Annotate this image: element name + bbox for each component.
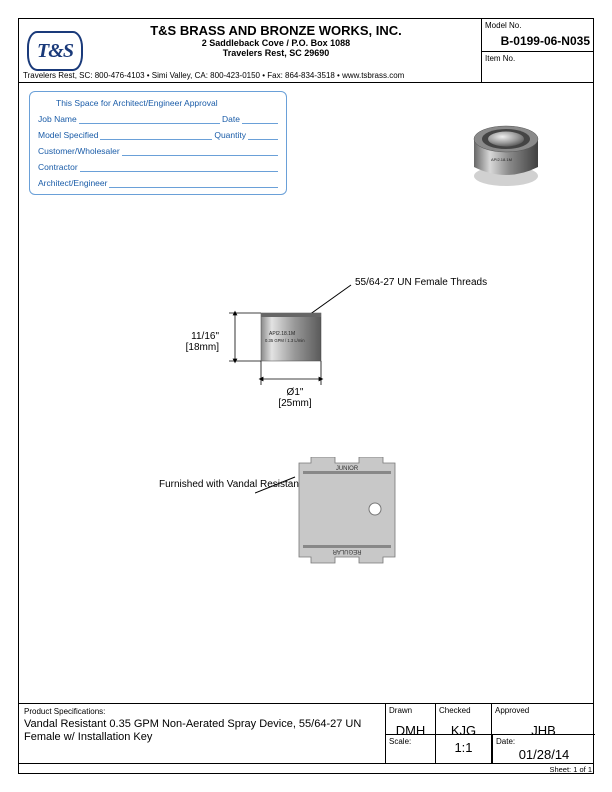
approval-row: Contractor xyxy=(38,162,278,172)
date-value: 01/28/14 xyxy=(493,747,595,762)
address-line-1: 2 Saddleback Cove / P.O. Box 1088 xyxy=(91,38,461,48)
approval-row: Customer/Wholesaler xyxy=(38,146,278,156)
part-side-view: API2.18.1M 0.35 GPM / 1.3 L/min xyxy=(219,303,369,413)
checked-cell: Checked KJG 1:1 xyxy=(435,704,491,764)
checked-label: Checked xyxy=(436,704,491,718)
field-line xyxy=(100,131,212,140)
approval-row: Job Name Date xyxy=(38,114,278,124)
job-name-label: Job Name xyxy=(38,114,77,124)
spec-label: Product Specifications: xyxy=(24,707,380,716)
title-block: T&S BRASS AND BRONZE WORKS, INC. 2 Saddl… xyxy=(91,23,461,59)
field-line xyxy=(248,131,278,140)
key-illustration: Furnished with Vandal Resistant Key JUNI… xyxy=(159,457,439,577)
model-no-value: B-0199-06-N035 xyxy=(482,34,590,48)
model-specified-label: Model Specified xyxy=(38,130,98,140)
architect-label: Architect/Engineer xyxy=(38,178,107,188)
model-box: Model No. B-0199-06-N035 Item No. xyxy=(481,19,593,83)
quantity-label: Quantity xyxy=(214,130,246,140)
key-svg: JUNIOR REGULAR xyxy=(255,457,425,577)
field-line xyxy=(79,115,220,124)
logo: T&S xyxy=(27,31,83,71)
product-photo: API2.18.1M xyxy=(461,111,551,191)
svg-text:JUNIOR: JUNIOR xyxy=(336,466,359,472)
header: T&S T&S BRASS AND BRONZE WORKS, INC. 2 S… xyxy=(19,19,593,83)
scale-label: Scale: xyxy=(386,735,435,749)
customer-label: Customer/Wholesaler xyxy=(38,146,120,156)
height-dimension: 11/16" [18mm] xyxy=(169,331,219,353)
approval-row: Architect/Engineer xyxy=(38,178,278,188)
sheet-text: Sheet: 1 of 1 xyxy=(549,765,592,774)
contact-line: Travelers Rest, SC: 800-476-4103 • Simi … xyxy=(23,71,479,80)
part-marking: API2.18.1M xyxy=(491,157,512,162)
sheet-row: Sheet: 1 of 1 xyxy=(19,763,593,773)
scale-value: 1:1 xyxy=(436,735,491,755)
contractor-label: Contractor xyxy=(38,162,78,172)
company-name: T&S BRASS AND BRONZE WORKS, INC. xyxy=(91,23,461,38)
approved-label: Approved xyxy=(492,704,595,718)
thread-callout: 55/64-27 UN Female Threads xyxy=(355,277,445,289)
approval-title: This Space for Architect/Engineer Approv… xyxy=(56,98,278,108)
svg-text:0.35 GPM / 1.3 L/min: 0.35 GPM / 1.3 L/min xyxy=(265,338,305,343)
model-no-label: Model No. xyxy=(485,21,521,30)
field-line xyxy=(122,147,278,156)
field-line xyxy=(80,163,278,172)
approval-box: This Space for Architect/Engineer Approv… xyxy=(29,91,287,195)
approval-row: Model Specified Quantity xyxy=(38,130,278,140)
date-label: Date xyxy=(222,114,240,124)
address-line-2: Travelers Rest, SC 29690 xyxy=(91,48,461,58)
field-line xyxy=(109,179,278,188)
page-frame: T&S T&S BRASS AND BRONZE WORKS, INC. 2 S… xyxy=(18,18,594,774)
approved-cell: Approved JHB Date: 01/28/14 xyxy=(491,704,595,764)
spec-text: Vandal Resistant 0.35 GPM Non-Aerated Sp… xyxy=(24,718,380,744)
key-callout: Furnished with Vandal Resistant Key xyxy=(159,479,259,491)
svg-text:REGULAR: REGULAR xyxy=(332,548,362,554)
drawn-label: Drawn xyxy=(386,704,435,718)
svg-text:API2.18.1M: API2.18.1M xyxy=(269,331,295,337)
item-no-label: Item No. xyxy=(485,54,515,63)
spec-cell: Product Specifications: Vandal Resistant… xyxy=(19,704,385,764)
title-block: Product Specifications: Vandal Resistant… xyxy=(19,703,593,773)
field-line xyxy=(242,115,278,124)
drawn-cell: Drawn DMH Scale: xyxy=(385,704,435,764)
